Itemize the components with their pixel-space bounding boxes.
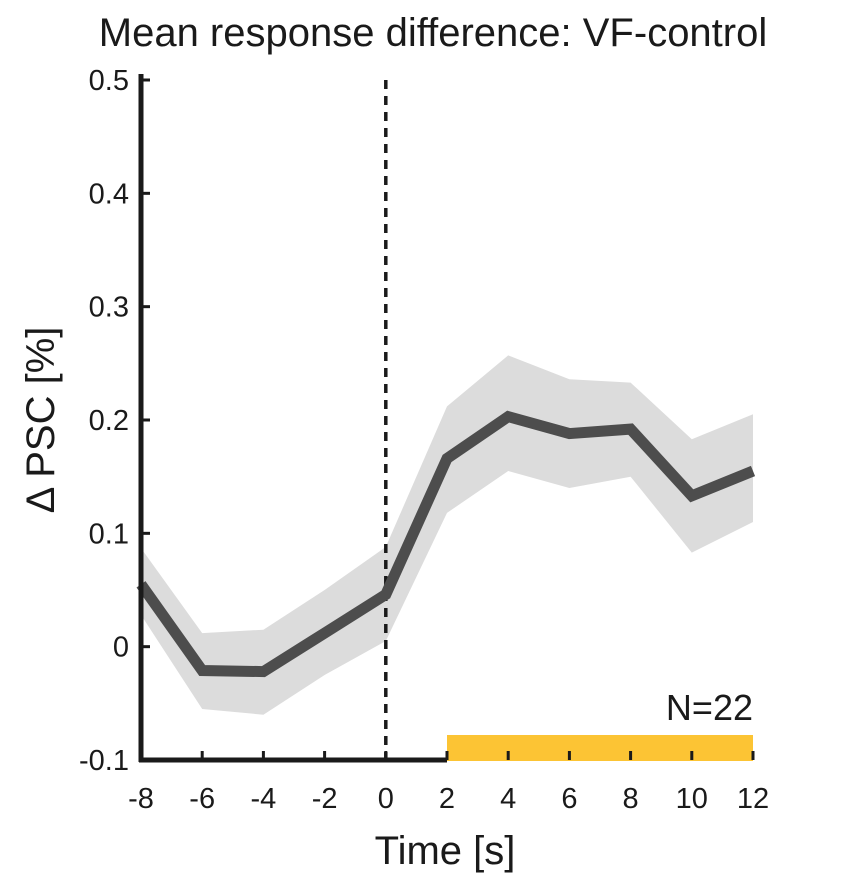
y-axis-label: Δ PSC [%]	[19, 327, 63, 514]
x-tick-label: 10	[676, 783, 708, 815]
confidence-band	[141, 355, 753, 715]
y-tick-label: 0.4	[89, 178, 129, 210]
y-tick-label: 0.1	[89, 518, 129, 550]
y-tick-label: 0.5	[89, 65, 129, 97]
x-tick-label: 6	[561, 783, 577, 815]
y-tick-label: 0.3	[89, 292, 129, 324]
x-tick-label: 12	[737, 783, 769, 815]
x-axis-label: Time [s]	[375, 829, 516, 873]
significance-bar	[447, 735, 753, 761]
x-tick-label: -4	[251, 783, 277, 815]
plot-area: -0.1 0 0.1 0.2 0.3 0.4 0.5 -8 -6 -4 -2 0 2 4 6 8 10 12 N=2…	[79, 65, 769, 815]
x-tick-label: -2	[312, 783, 338, 815]
y-tick-label: -0.1	[79, 745, 129, 777]
x-tick-label: -6	[189, 783, 215, 815]
x-tick-label: 4	[500, 783, 516, 815]
x-tick-label: -8	[128, 783, 154, 815]
y-tick-label: 0	[113, 632, 129, 664]
x-tick-label: 0	[378, 783, 394, 815]
chart-title: Mean response difference: VF-control	[99, 11, 768, 55]
y-tick-label: 0.2	[89, 405, 129, 437]
mean-response-line	[136, 410, 756, 678]
sample-size-label: N=22	[666, 687, 753, 728]
x-tick-label: 2	[439, 783, 455, 815]
x-tick-label: 8	[623, 783, 639, 815]
